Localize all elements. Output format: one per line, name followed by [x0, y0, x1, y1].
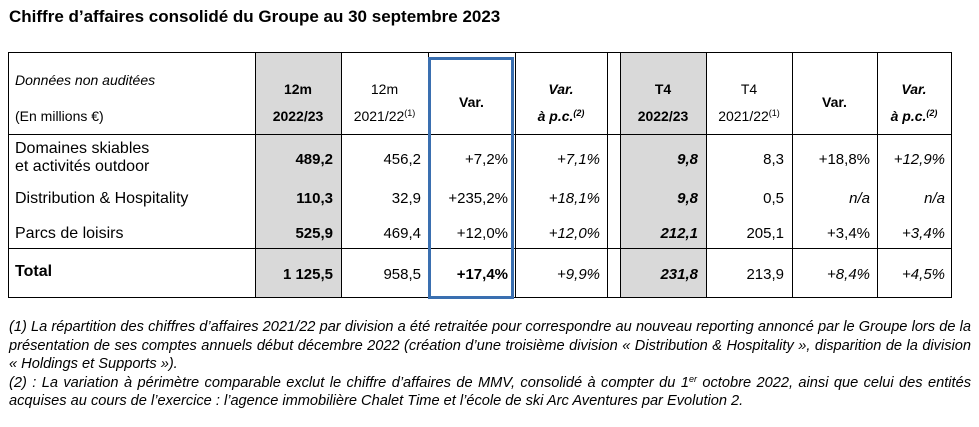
table-cell: 958,5: [383, 266, 421, 283]
col-header-t4-2022-23: T4 2022/23: [637, 81, 689, 124]
col-divider: [951, 52, 952, 298]
table-top-rule: [8, 52, 952, 53]
table-cell: n/a: [924, 190, 945, 207]
col-divider: [792, 52, 793, 298]
table-cell: +9,9%: [557, 266, 600, 283]
col-header-12m-2022-23: 12m 2022/23: [272, 81, 324, 124]
table-cell: +12,9%: [893, 151, 945, 168]
page-title: Chiffre d’affaires consolidé du Groupe a…: [9, 7, 501, 26]
table-cell: +235,2%: [448, 190, 508, 207]
col-divider: [515, 52, 516, 298]
table-cell: 469,4: [383, 225, 421, 242]
table-cell: +17,4%: [456, 266, 508, 283]
col-divider: [607, 52, 608, 298]
table-cell: +18,1%: [548, 190, 600, 207]
table-cell: +7,1%: [557, 151, 600, 168]
table-cell: 1 125,5: [282, 266, 333, 283]
col-header-var-pc-12m: Var. à p.c.(2): [537, 81, 585, 124]
table-cell: n/a: [849, 190, 870, 207]
row-label-parcs: Parcs de loisirs: [15, 225, 124, 242]
footnote-1: (1) La répartition des chiffres d’affair…: [9, 319, 971, 373]
header-label-line1: Données non auditées: [15, 72, 156, 88]
col-divider: [877, 52, 878, 298]
highlight-box-var-column: [428, 57, 514, 299]
col-divider: [706, 52, 707, 298]
table-cell: +18,8%: [818, 151, 870, 168]
revenue-table: Données non auditées (En millions €) 12m…: [8, 52, 952, 298]
table-cell: +12,0%: [548, 225, 600, 242]
table-cell: +3,4%: [827, 225, 870, 242]
header-bottom-rule: [8, 134, 952, 135]
table-cell: 0,5: [763, 190, 784, 207]
col-header-t4-2021-22: T4 2021/22(1): [718, 81, 780, 124]
table-cell: +8,4%: [827, 266, 870, 283]
table-cell: 212,1: [660, 225, 698, 242]
table-cell: +4,5%: [902, 266, 945, 283]
header-label-line2: (En millions €): [15, 108, 104, 124]
table-cell: +7,2%: [465, 151, 508, 168]
table-cell: 525,9: [295, 225, 333, 242]
col-header-var-t4: Var.: [822, 94, 847, 110]
table-cell: 110,3: [296, 190, 333, 207]
table-cell: 8,3: [763, 151, 784, 168]
table-cell: 9,8: [677, 151, 698, 168]
col-header-var-pc-t4: Var. à p.c.(2): [890, 81, 938, 124]
table-cell: 205,1: [746, 225, 784, 242]
table-cell: 456,2: [383, 151, 421, 168]
table-cell: 231,8: [660, 266, 698, 283]
table-cell: 489,2: [295, 151, 333, 168]
table-cell: 213,9: [746, 266, 784, 283]
table-cell: +3,4%: [902, 225, 945, 242]
table-cell: 32,9: [391, 190, 421, 207]
row-label-domaines: Domaines skiables et activités outdoor: [15, 140, 150, 175]
col-header-var-12m: Var.: [459, 94, 484, 110]
shaded-column-t4-2022-23: [620, 52, 706, 298]
row-label-total: Total: [15, 263, 53, 280]
col-divider: [8, 52, 9, 298]
row-label-distribution: Distribution & Hospitality: [15, 190, 189, 207]
col-divider: [620, 52, 621, 298]
col-header-12m-2021-22: 12m 2021/22(1): [353, 81, 416, 124]
footnotes: (1) La répartition des chiffres d’affair…: [9, 318, 971, 411]
col-divider: [341, 52, 342, 298]
table-cell: +12,0%: [456, 225, 508, 242]
col-divider: [255, 52, 256, 298]
footnote-2: (2) : La variation à périmètre comparabl…: [9, 373, 971, 410]
total-top-rule: [8, 248, 952, 249]
table-cell: 9,8: [677, 190, 698, 207]
shaded-column-12m-2022-23: [255, 52, 341, 298]
